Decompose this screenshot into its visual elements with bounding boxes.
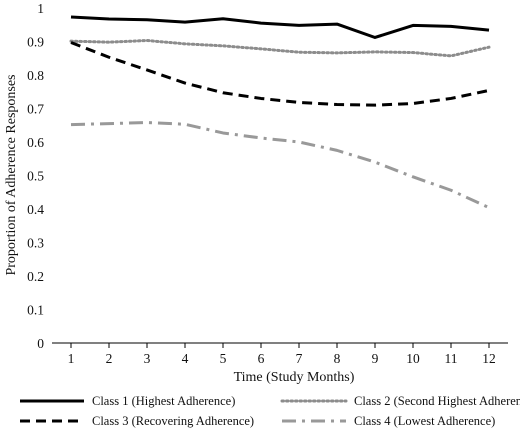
x-tick-label: 11	[445, 351, 458, 366]
y-tick-label: 0	[37, 336, 44, 351]
y-tick-label: 0.6	[27, 135, 44, 150]
y-tick-label: 0.9	[27, 35, 44, 50]
x-tick-label: 2	[106, 351, 113, 366]
x-axis-title: Time (Study Months)	[234, 370, 355, 385]
x-tick-label: 4	[182, 351, 189, 366]
x-axis-ticks: 1 2 3 4 5 6 7 8 9 10 11 12	[68, 343, 496, 366]
x-tick-label: 12	[482, 351, 496, 366]
y-axis-ticks: 0 0.1 0.2 0.3 0.4 0.5 0.6 0.7 0.8 0.9 1	[27, 1, 44, 351]
series-line-class-2	[69, 38, 491, 58]
y-axis-title: Proportion of Adherence Responses	[4, 74, 19, 275]
y-tick-label: 0.2	[27, 269, 44, 284]
x-tick-label: 5	[220, 351, 227, 366]
y-tick-label: 0.3	[27, 236, 44, 251]
y-tick-label: 0.5	[27, 169, 44, 184]
series-line-class-3	[70, 41, 490, 107]
x-tick-label: 9	[372, 351, 379, 366]
legend-label-class-2: Class 2 (Second Highest Adherence)	[354, 394, 520, 408]
legend-label-class-1: Class 1 (Highest Adherence)	[92, 394, 235, 408]
y-tick-label: 0.4	[27, 202, 44, 217]
x-tick-label: 8	[334, 351, 341, 366]
x-tick-label: 6	[258, 351, 265, 366]
series-line-class-1	[70, 15, 490, 39]
y-tick-label: 0.7	[27, 102, 44, 117]
legend-label-class-3: Class 3 (Recovering Adherence)	[92, 414, 254, 428]
series-lines	[69, 15, 491, 210]
x-tick-label: 3	[144, 351, 151, 366]
y-tick-label: 1	[37, 1, 44, 16]
x-tick-label: 7	[296, 351, 303, 366]
x-tick-label: 10	[406, 351, 420, 366]
x-tick-label: 1	[68, 351, 75, 366]
series-line-class-4	[70, 121, 490, 210]
legend: Class 1 (Highest Adherence) Class 2 (Seco…	[20, 394, 520, 428]
y-tick-label: 0.1	[27, 303, 44, 318]
legend-label-class-4: Class 4 (Lowest Adherence)	[354, 414, 495, 428]
y-tick-label: 0.8	[27, 68, 44, 83]
